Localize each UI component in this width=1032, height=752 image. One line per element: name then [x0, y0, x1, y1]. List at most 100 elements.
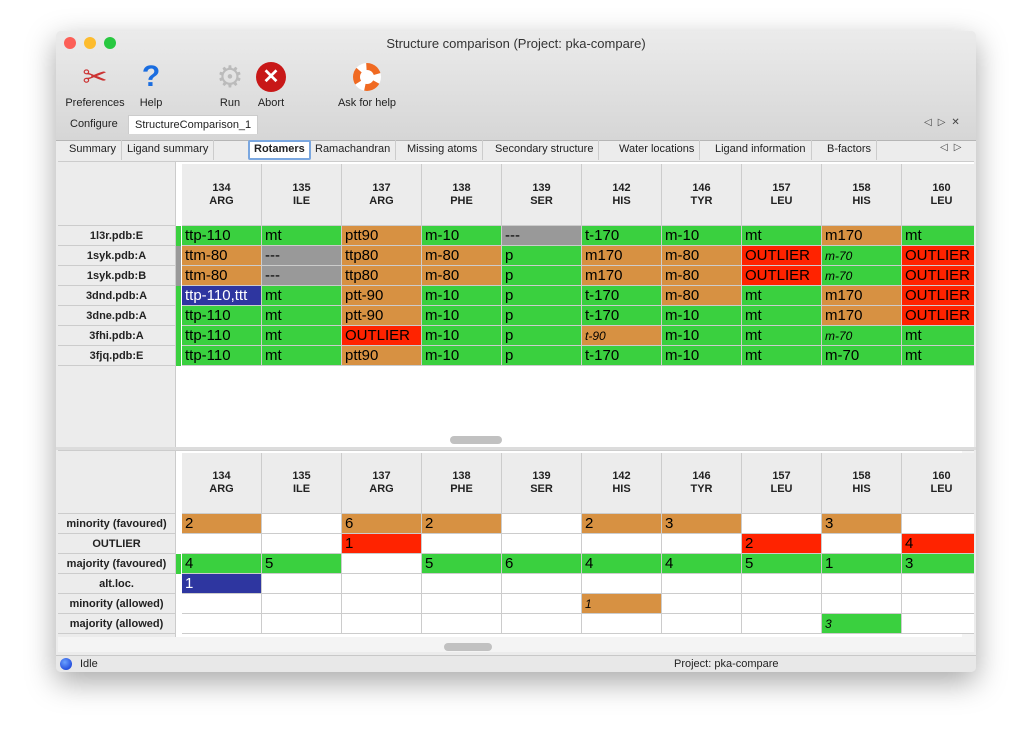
table-cell[interactable]: p	[502, 286, 582, 306]
table-cell[interactable]: 2	[742, 534, 822, 554]
table-cell[interactable]	[182, 594, 262, 614]
row-label[interactable]: 1syk.pdb:A	[58, 246, 176, 266]
table-cell[interactable]: 3	[662, 514, 742, 534]
column-header[interactable]: 158 HIS	[822, 453, 902, 514]
row-label[interactable]: 3dnd.pdb:A	[58, 286, 176, 306]
table-cell[interactable]: m-70	[822, 246, 902, 266]
minimize-window-button[interactable]	[84, 37, 96, 49]
table-cell[interactable]	[582, 534, 662, 554]
row-label[interactable]: alt.loc.	[58, 574, 176, 594]
tab-left-arrow-icon[interactable]: ◁	[924, 117, 938, 128]
horizontal-scrollbar[interactable]	[450, 436, 502, 444]
column-header[interactable]: 137 ARG	[342, 453, 422, 514]
table-cell[interactable]	[502, 574, 582, 594]
table-cell[interactable]: m-70	[822, 326, 902, 346]
table-cell[interactable]: ptt90	[342, 226, 422, 246]
table-cell[interactable]: m-10	[662, 346, 742, 366]
table-cell[interactable]: ptt90	[342, 346, 422, 366]
table-cell[interactable]: m-70	[822, 346, 902, 366]
row-label[interactable]: 3fjq.pdb:E	[58, 346, 176, 366]
subtab-ligand-summary[interactable]: Ligand summary	[122, 140, 215, 160]
tab-structurecomparison-1[interactable]: StructureComparison_1	[128, 115, 259, 134]
table-cell[interactable]	[662, 574, 742, 594]
table-cell[interactable]: p	[502, 326, 582, 346]
table-cell[interactable]	[582, 614, 662, 634]
table-cell[interactable]: m-10	[422, 226, 502, 246]
column-header[interactable]: 139 SER	[502, 164, 582, 226]
table-cell[interactable]	[342, 594, 422, 614]
table-cell[interactable]: m170	[822, 286, 902, 306]
subtab-missing-atoms[interactable]: Missing atoms	[402, 140, 484, 160]
table-cell[interactable]: m-80	[662, 286, 742, 306]
table-cell[interactable]: mt	[742, 326, 822, 346]
table-cell[interactable]: m-10	[662, 306, 742, 326]
table-cell[interactable]: ptt-90	[342, 306, 422, 326]
table-cell[interactable]	[502, 534, 582, 554]
table-cell[interactable]: p	[502, 306, 582, 326]
column-header[interactable]: 146 TYR	[662, 164, 742, 226]
table-cell[interactable]: mt	[262, 346, 342, 366]
table-cell[interactable]: 2	[182, 514, 262, 534]
table-cell[interactable]	[822, 594, 902, 614]
help-button[interactable]: ? Help	[134, 57, 168, 109]
table-cell[interactable]: p	[502, 266, 582, 286]
table-cell[interactable]: t-170	[582, 306, 662, 326]
table-cell[interactable]	[262, 614, 342, 634]
row-label[interactable]: minority (allowed)	[58, 594, 176, 614]
subtab-ligand-information[interactable]: Ligand information	[710, 140, 812, 160]
abort-button[interactable]: ✕ Abort	[252, 57, 290, 109]
column-header[interactable]: 135 ILE	[262, 453, 342, 514]
table-cell[interactable]: 5	[742, 554, 822, 574]
table-cell[interactable]	[262, 594, 342, 614]
subtab-right-arrow-icon[interactable]: ▷	[953, 142, 968, 153]
table-cell[interactable]: mt	[902, 346, 974, 366]
table-cell[interactable]	[742, 574, 822, 594]
horizontal-scrollbar-bottom[interactable]	[444, 643, 492, 651]
table-cell[interactable]	[662, 534, 742, 554]
table-cell[interactable]: ptt-90	[342, 286, 422, 306]
table-cell[interactable]: 6	[502, 554, 582, 574]
sub-tab-nav[interactable]: ◁▷	[940, 142, 967, 153]
table-cell[interactable]: m-80	[662, 246, 742, 266]
table-cell[interactable]: OUTLIER	[742, 246, 822, 266]
table-cell[interactable]: mt	[742, 286, 822, 306]
table-cell[interactable]: m170	[582, 246, 662, 266]
table-cell[interactable]	[262, 534, 342, 554]
row-label[interactable]: 1syk.pdb:B	[58, 266, 176, 286]
column-header[interactable]: 142 HIS	[582, 453, 662, 514]
table-cell[interactable]	[582, 574, 662, 594]
table-cell[interactable]	[822, 534, 902, 554]
table-cell[interactable]: ttm-80	[182, 266, 262, 286]
table-cell[interactable]: m-80	[422, 246, 502, 266]
column-header[interactable]: 157 LEU	[742, 164, 822, 226]
row-label[interactable]: OUTLIER	[58, 534, 176, 554]
table-cell[interactable]: m-70	[822, 266, 902, 286]
table-cell[interactable]: ttp-110	[182, 326, 262, 346]
ask-for-help-button[interactable]: Ask for help	[332, 57, 402, 109]
table-cell[interactable]: ttp80	[342, 246, 422, 266]
table-cell[interactable]	[502, 514, 582, 534]
table-cell[interactable]: mt	[262, 226, 342, 246]
table-cell[interactable]: OUTLIER	[902, 286, 974, 306]
table-cell[interactable]: m-10	[422, 326, 502, 346]
close-tab-icon[interactable]: ✕	[951, 117, 966, 128]
table-cell[interactable]: mt	[262, 286, 342, 306]
table-cell[interactable]: m-10	[662, 226, 742, 246]
table-cell[interactable]: t-90	[582, 326, 662, 346]
column-header[interactable]: 158 HIS	[822, 164, 902, 226]
table-cell[interactable]	[182, 534, 262, 554]
table-cell[interactable]: 4	[662, 554, 742, 574]
column-header[interactable]: 160 LEU	[902, 453, 974, 514]
table-cell[interactable]: 5	[422, 554, 502, 574]
table-cell[interactable]	[742, 594, 822, 614]
table-cell[interactable]: OUTLIER	[742, 266, 822, 286]
column-header[interactable]: 157 LEU	[742, 453, 822, 514]
table-cell[interactable]	[342, 554, 422, 574]
column-header[interactable]: 137 ARG	[342, 164, 422, 226]
column-header[interactable]: 138 PHE	[422, 164, 502, 226]
table-cell[interactable]	[902, 614, 974, 634]
table-cell[interactable]	[502, 594, 582, 614]
row-label[interactable]: 1l3r.pdb:E	[58, 226, 176, 246]
run-button[interactable]: ⚙ Run	[212, 57, 248, 110]
subtab-b-factors[interactable]: B-factors	[822, 140, 878, 160]
